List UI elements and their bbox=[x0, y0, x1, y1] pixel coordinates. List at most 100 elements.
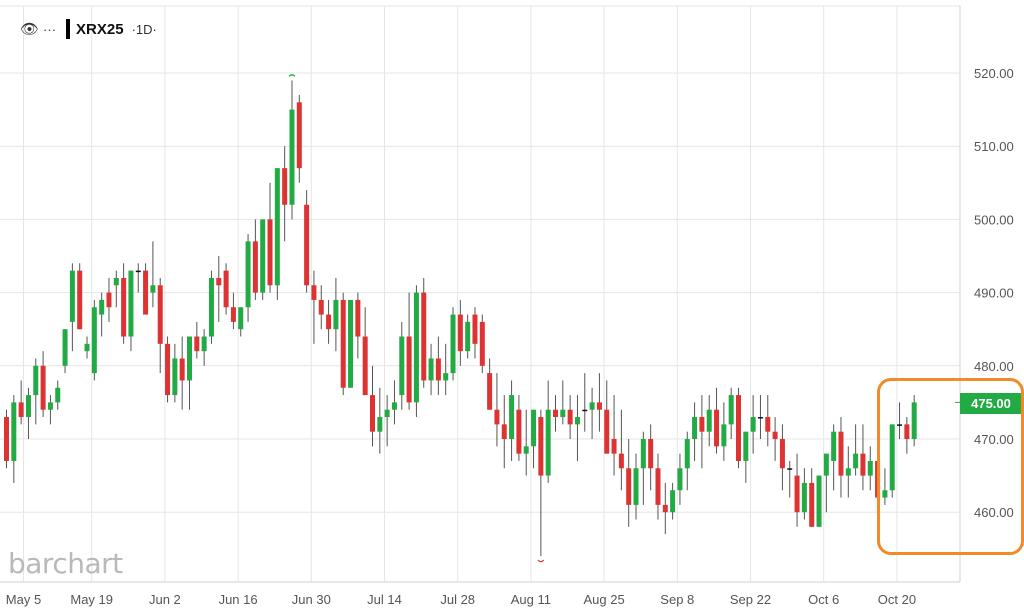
candle bbox=[823, 453, 829, 513]
low-marker bbox=[537, 559, 545, 563]
candle bbox=[509, 380, 515, 461]
candle bbox=[340, 292, 346, 396]
candle bbox=[406, 292, 412, 410]
candle bbox=[450, 307, 456, 381]
candle-body bbox=[618, 453, 624, 469]
candle bbox=[567, 395, 573, 439]
candle bbox=[692, 402, 698, 461]
y-tick-label: 520.00 bbox=[974, 66, 1014, 81]
candle bbox=[289, 80, 295, 220]
candle-body bbox=[545, 409, 551, 476]
candle-body bbox=[172, 358, 178, 396]
eye-icon[interactable]: 👁 bbox=[20, 21, 40, 38]
candle-body bbox=[18, 402, 24, 418]
candle bbox=[897, 402, 903, 439]
candle bbox=[413, 285, 419, 418]
candle-body bbox=[406, 336, 412, 403]
y-axis-labels: 460.00 470.00 480.00 490.00 500.00 510.00 520.… bbox=[974, 66, 1014, 520]
candle bbox=[611, 395, 617, 476]
candle-body bbox=[216, 277, 222, 286]
candle-body bbox=[714, 409, 720, 447]
candle bbox=[33, 358, 39, 425]
y-tick-label: 500.00 bbox=[974, 212, 1014, 227]
candle-body bbox=[845, 468, 851, 476]
candle bbox=[501, 395, 507, 469]
candle bbox=[604, 380, 610, 454]
candle bbox=[274, 168, 280, 300]
candle-body bbox=[223, 270, 229, 308]
candle-body bbox=[47, 402, 53, 410]
x-tick-label: Oct 6 bbox=[808, 592, 839, 607]
candle bbox=[867, 446, 873, 491]
candle-body bbox=[274, 168, 280, 286]
candle bbox=[728, 387, 734, 439]
candle bbox=[99, 292, 105, 337]
candle-body bbox=[157, 285, 163, 344]
candle-body bbox=[465, 321, 471, 352]
candle-body bbox=[743, 431, 749, 461]
candle bbox=[677, 453, 683, 505]
candle bbox=[457, 299, 463, 366]
candle-body bbox=[187, 336, 192, 381]
candle bbox=[626, 439, 632, 527]
candle-body bbox=[91, 307, 97, 374]
candle bbox=[128, 270, 134, 352]
candle bbox=[743, 431, 749, 483]
candle bbox=[11, 395, 17, 483]
candle-body bbox=[516, 409, 522, 454]
candle-body bbox=[750, 417, 756, 432]
dots-menu-icon[interactable]: ··· bbox=[43, 21, 57, 37]
candle bbox=[582, 373, 588, 432]
candle-body bbox=[853, 453, 859, 469]
candle bbox=[838, 417, 844, 498]
candle bbox=[172, 343, 178, 403]
candle-body bbox=[479, 321, 485, 366]
candle-body bbox=[399, 336, 405, 396]
candle-body bbox=[553, 409, 558, 418]
candle-body bbox=[531, 409, 537, 447]
interval-label[interactable]: ·1D· bbox=[131, 21, 157, 37]
x-tick-label: Oct 20 bbox=[878, 592, 916, 607]
candle bbox=[618, 409, 624, 491]
candle-body bbox=[311, 285, 317, 300]
candle bbox=[772, 417, 778, 461]
candle-body bbox=[40, 365, 46, 410]
candle-body bbox=[143, 270, 149, 315]
candle bbox=[706, 395, 712, 447]
candle-body bbox=[692, 417, 698, 439]
candle-body bbox=[77, 270, 83, 330]
candle bbox=[121, 263, 127, 344]
candle bbox=[845, 446, 851, 498]
candle bbox=[640, 431, 646, 505]
candle-body bbox=[904, 424, 910, 439]
candle-body bbox=[69, 270, 75, 322]
candle bbox=[721, 402, 727, 461]
candle-body bbox=[318, 299, 324, 315]
candle bbox=[47, 395, 53, 425]
candle bbox=[560, 380, 566, 425]
candle-body bbox=[4, 417, 9, 461]
candle bbox=[904, 417, 910, 454]
candle-body bbox=[450, 314, 456, 374]
symbol-label[interactable]: XRX25 bbox=[76, 20, 124, 38]
x-tick-label: May 5 bbox=[6, 592, 41, 607]
candle-body bbox=[809, 482, 815, 527]
candle-body bbox=[648, 439, 654, 469]
candle-body bbox=[443, 373, 449, 381]
candle-body bbox=[362, 336, 368, 396]
candle bbox=[779, 424, 785, 491]
candle-body bbox=[150, 285, 156, 293]
candle bbox=[435, 336, 441, 396]
candle bbox=[699, 395, 705, 469]
candle-body bbox=[384, 409, 390, 418]
y-tick-label: 460.00 bbox=[974, 505, 1014, 520]
candle-body bbox=[435, 358, 441, 381]
candle-body bbox=[626, 468, 632, 505]
candle-body bbox=[113, 277, 119, 286]
candle bbox=[25, 387, 31, 439]
candle bbox=[238, 307, 244, 337]
candle-body bbox=[794, 475, 800, 513]
candle bbox=[523, 409, 529, 476]
x-tick-label: Jun 30 bbox=[292, 592, 331, 607]
